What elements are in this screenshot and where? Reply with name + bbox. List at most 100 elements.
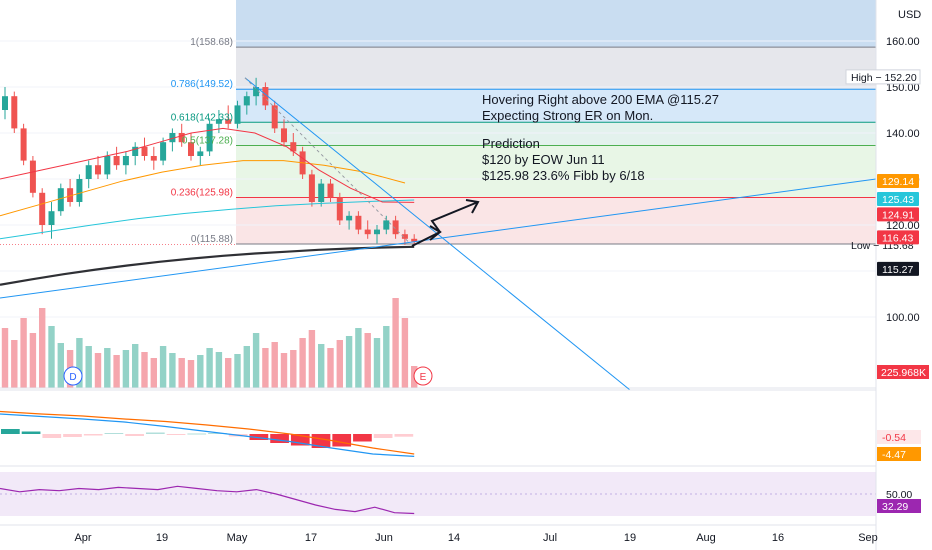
volume-bar <box>271 342 278 388</box>
volume-bar <box>104 348 111 388</box>
fib-label: 0.5(137.28) <box>182 136 233 147</box>
volume-bar <box>178 358 185 388</box>
volume-tag: 225.968K <box>881 367 926 379</box>
time-tick-label: 16 <box>772 532 784 544</box>
price-tag-bg <box>877 173 919 188</box>
uptrend-line <box>0 178 877 299</box>
volume-bar <box>299 338 306 388</box>
macd-histogram-bar <box>311 434 331 448</box>
fib-zone <box>236 122 876 146</box>
macd-histogram-bar <box>208 433 227 434</box>
note-line-1: Hovering Right above 200 EMA @115.27 <box>482 92 719 107</box>
candle-body <box>95 165 101 175</box>
candle-body <box>11 96 18 129</box>
fib-labels: 1(158.68) 0.786(149.52) 0.618(142.33) 0.5(1… <box>171 37 233 245</box>
price-tick-label: 100.00 <box>886 312 920 324</box>
volume-bar <box>85 346 92 388</box>
price-tag-bg <box>877 230 919 245</box>
candle-body <box>169 133 176 143</box>
prediction-line-1: $120 by EOW Jun 11 <box>482 152 605 167</box>
candle-body <box>253 87 260 97</box>
dividend-badge[interactable]: D <box>63 366 83 386</box>
price-tick-label: 140.00 <box>886 128 920 140</box>
candle-body <box>290 142 297 152</box>
volume-bar <box>48 326 55 388</box>
price-tag-bg <box>877 192 919 207</box>
volume-bar <box>132 344 139 388</box>
candle-body <box>39 192 46 225</box>
price-tag: 124.91 <box>882 209 914 221</box>
time-tick-label: 19 <box>156 532 168 544</box>
volume-bar <box>345 336 353 388</box>
annotation-note[interactable]: Hovering Right above 200 EMA @115.27 Exp… <box>482 92 719 183</box>
price-tag-bg <box>877 261 919 276</box>
earnings-badge[interactable]: E <box>413 366 433 386</box>
volume-bar <box>1 328 9 388</box>
volume-bar <box>141 352 148 388</box>
rsi-level-label: 50.00 <box>886 489 912 501</box>
fib-label: 0(115.88) <box>191 234 233 245</box>
price-axis[interactable]: USD 100.00110.00120.00130.00140.00150.00… <box>875 0 921 550</box>
candle-body <box>374 229 380 235</box>
note-line-2: Expecting Strong ER on Mon. <box>482 108 653 123</box>
candlesticks <box>2 77 418 245</box>
volume-bar <box>373 338 381 388</box>
volume-bar <box>262 348 269 388</box>
macd-histogram-bar <box>166 434 186 435</box>
candle-body <box>383 220 390 230</box>
volume-bar <box>197 355 204 388</box>
volume-bar <box>252 333 260 388</box>
price-tag: 115.27 <box>882 264 913 276</box>
macd-histogram-bar <box>270 434 289 443</box>
fib-zones <box>0 0 876 245</box>
candle-body <box>85 165 92 179</box>
candle-body <box>178 133 185 143</box>
dividend-badge-label: D <box>69 372 76 383</box>
time-tick-label: Jul <box>543 532 557 544</box>
rsi-pane[interactable] <box>0 465 876 516</box>
fib-zone <box>236 197 876 244</box>
candle-body <box>318 183 325 202</box>
candle-body <box>234 105 241 124</box>
earnings-badge-label: E <box>420 372 427 383</box>
macd-histogram-bar <box>63 434 82 437</box>
volume-bar <box>150 358 157 388</box>
volume-bar <box>318 344 325 388</box>
ema-100-line <box>0 199 415 240</box>
arrow-head-end <box>465 199 480 214</box>
candle-body <box>392 220 399 235</box>
candle-body <box>308 174 315 202</box>
macd-pane[interactable] <box>0 389 876 464</box>
macd-tag-bg <box>877 430 921 444</box>
candle-body <box>197 151 204 156</box>
time-tick-label: 19 <box>624 532 636 544</box>
candle-body <box>48 211 55 225</box>
macd-histogram-bar <box>353 434 372 442</box>
fib-zone <box>236 145 876 198</box>
fib-zone-top <box>236 0 876 48</box>
macd-histogram-bar <box>104 433 124 434</box>
candle-body <box>76 179 83 202</box>
candle-body <box>281 128 287 143</box>
candle-body <box>150 156 157 161</box>
sma-20-line <box>0 127 415 203</box>
grid-lines <box>0 40 876 318</box>
price-tag-bg <box>877 207 919 222</box>
time-tick-label: Sep <box>858 532 878 544</box>
ema-200-line <box>0 245 415 286</box>
volume-bar <box>364 333 371 388</box>
price-tag: 125.43 <box>882 194 914 206</box>
signal-tag-bg <box>877 447 921 461</box>
high-marker-label: High − 152.20 <box>851 72 917 84</box>
time-axis[interactable]: Apr 19 May 17 Jun 14 Jul 19 Aug 16 Sep <box>0 524 878 544</box>
time-tick-label: 17 <box>305 532 317 544</box>
candle-body <box>271 105 278 129</box>
candle-body <box>346 215 353 221</box>
signal-tag: -4.47 <box>882 449 906 461</box>
candle-body <box>215 119 222 124</box>
time-tick-label: May <box>227 532 248 544</box>
time-tick-label: Jun <box>375 532 393 544</box>
high-marker-bg <box>845 69 921 85</box>
volume-bar <box>215 352 223 388</box>
